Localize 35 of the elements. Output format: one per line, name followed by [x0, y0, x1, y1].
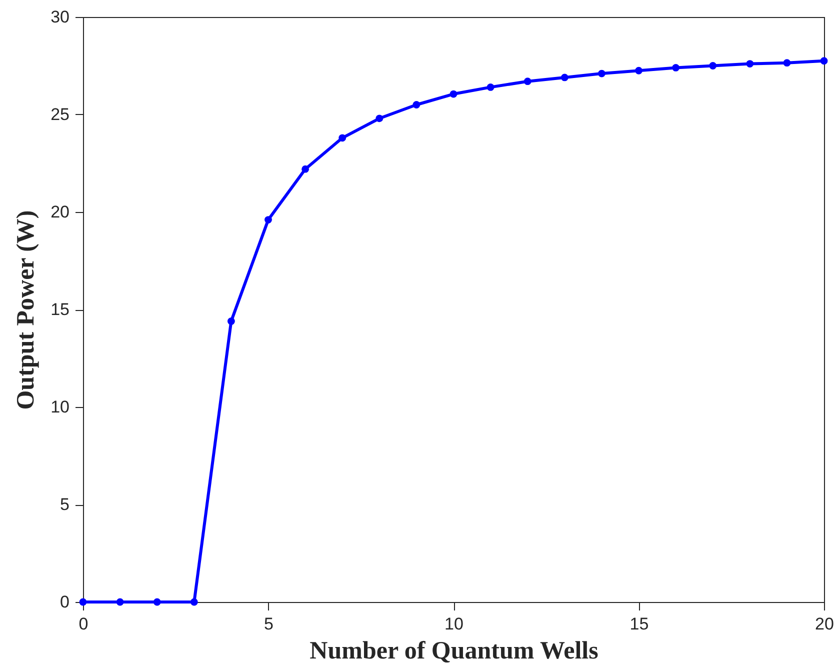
x-tick-label: 20	[815, 614, 834, 634]
y-axis-title: Output Power (W)	[12, 210, 40, 410]
point	[79, 598, 87, 606]
point	[709, 62, 717, 70]
point	[338, 134, 346, 142]
x-tick-label: 5	[264, 614, 274, 634]
point	[820, 57, 828, 65]
point	[116, 598, 124, 606]
y-tick-label: 5	[60, 495, 70, 514]
point	[598, 70, 606, 78]
point	[450, 90, 458, 98]
x-axis-title: Number of Quantum Wells	[310, 638, 599, 664]
point	[376, 114, 384, 122]
point	[302, 165, 310, 173]
point	[412, 101, 420, 108]
point	[190, 598, 198, 606]
y-tick-label: 20	[50, 202, 70, 222]
y-tick-label: 30	[50, 8, 70, 26]
point	[635, 66, 642, 74]
y-tick-label: 10	[50, 398, 70, 416]
point	[746, 60, 754, 68]
point	[524, 78, 532, 86]
x-tick-label: 15	[630, 614, 649, 634]
x-tick-label: 10	[444, 614, 464, 634]
point	[486, 84, 494, 91]
point	[264, 216, 272, 224]
y-tick-label: 15	[50, 300, 70, 319]
x-tick-label: 0	[78, 614, 88, 634]
point	[153, 598, 161, 606]
y-tick-label: 25	[50, 105, 70, 124]
point	[227, 318, 235, 325]
y-tick-label: 0	[60, 592, 70, 612]
point	[560, 74, 568, 82]
point	[672, 64, 680, 72]
point	[783, 59, 791, 67]
